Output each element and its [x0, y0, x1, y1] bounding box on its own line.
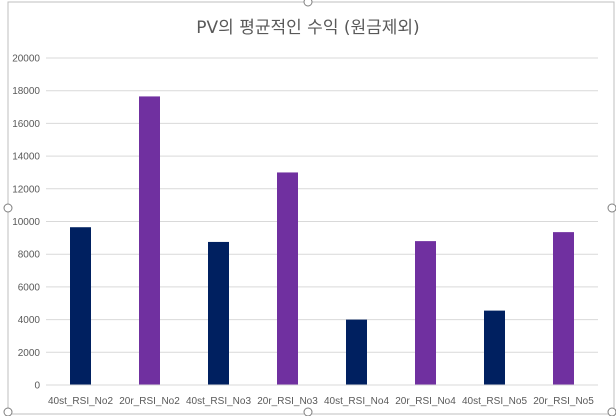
- x-category-label: 40st_RSI_No3: [186, 396, 251, 407]
- y-axis-tick-labels: 0 2000 4000 6000 8000 10000 12000 14000 16000 180…: [12, 54, 40, 392]
- y-tick-label: 12000: [12, 184, 40, 195]
- x-category-label: 20r_RSI_No4: [395, 396, 456, 407]
- bar-20r_RSI_No3: [277, 172, 298, 385]
- resize-handle[interactable]: [3, 407, 13, 416]
- x-category-label: 20r_RSI_No3: [257, 396, 318, 407]
- y-tick-label: 14000: [12, 152, 40, 163]
- x-axis-category-labels: 40st_RSI_No2 20r_RSI_No2 40st_RSI_No3 20r_R…: [48, 396, 594, 407]
- bar-20r_RSI_No4: [415, 241, 436, 385]
- bar-40st_RSI_No3: [208, 241, 229, 385]
- bar-40st_RSI_No2: [70, 227, 91, 385]
- x-category-label: 40st_RSI_No2: [48, 396, 113, 407]
- resize-handle[interactable]: [303, 0, 313, 7]
- chart-title: PV의 평균적인 수익 (원금제외): [196, 18, 419, 38]
- y-tick-label: 4000: [18, 315, 41, 326]
- y-tick-label: 16000: [12, 119, 40, 130]
- y-tick-label: 0: [34, 381, 40, 392]
- bar-20r_RSI_No5: [553, 232, 574, 385]
- bar-40st_RSI_No5: [484, 310, 505, 385]
- bar-40st_RSI_No4: [346, 319, 367, 385]
- selection-handles[interactable]: [3, 0, 616, 416]
- y-tick-label: 18000: [12, 86, 40, 97]
- y-tick-label: 20000: [12, 54, 40, 65]
- bar-20r_RSI_No2: [139, 96, 160, 386]
- resize-handle[interactable]: [607, 407, 616, 416]
- x-category-label: 20r_RSI_No2: [119, 396, 180, 407]
- y-tick-label: 10000: [12, 217, 40, 228]
- y-tick-label: 8000: [18, 250, 41, 261]
- resize-handle[interactable]: [607, 203, 616, 213]
- y-tick-label: 6000: [18, 282, 41, 293]
- x-category-label: 40st_RSI_No5: [462, 396, 527, 407]
- bars: [70, 96, 574, 386]
- x-category-label: 40st_RSI_No4: [324, 396, 389, 407]
- y-tick-label: 2000: [18, 348, 41, 359]
- gridlines: [46, 57, 598, 353]
- resize-handle[interactable]: [3, 203, 13, 213]
- x-category-label: 20r_RSI_No5: [533, 396, 594, 407]
- resize-handle[interactable]: [303, 407, 313, 416]
